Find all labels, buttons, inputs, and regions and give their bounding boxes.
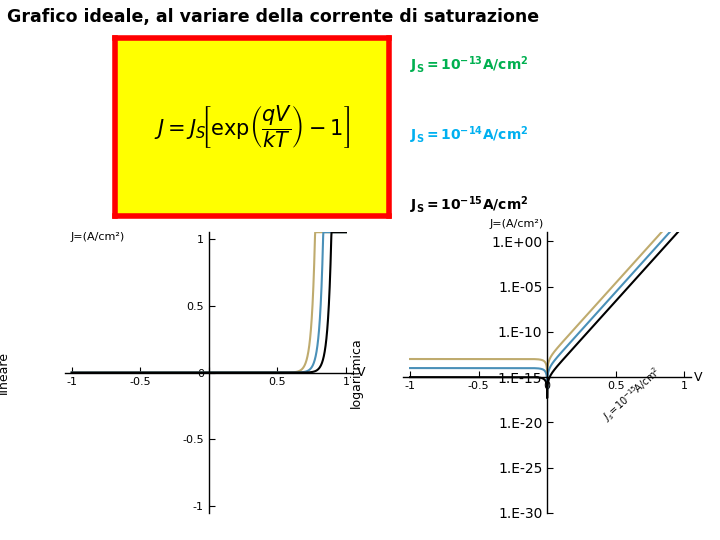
Text: $J = J_S\!\left[\exp\!\left(\dfrac{qV}{kT}\right)-1\right]$: $J = J_S\!\left[\exp\!\left(\dfrac{qV}{k… <box>154 103 350 151</box>
Text: Grafico ideale, al variare della corrente di saturazione: Grafico ideale, al variare della corrent… <box>7 8 539 26</box>
Text: $\mathbf{J_S=10^{-14}A/cm^2}$: $\mathbf{J_S=10^{-14}A/cm^2}$ <box>410 124 529 146</box>
Text: $\mathbf{J_S=10^{-13}A/cm^2}$: $\mathbf{J_S=10^{-13}A/cm^2}$ <box>410 54 529 76</box>
Text: V: V <box>694 370 703 383</box>
Text: lineare: lineare <box>0 351 10 394</box>
Text: logaritmica: logaritmica <box>350 337 363 408</box>
Text: J=(A/cm²): J=(A/cm²) <box>490 219 544 230</box>
Text: $J_s\!=\!10^{-15}\!$A/cm$^2$: $J_s\!=\!10^{-15}\!$A/cm$^2$ <box>599 364 664 426</box>
Text: $\mathbf{J_S=10^{-15}A/cm^2}$: $\mathbf{J_S=10^{-15}A/cm^2}$ <box>410 194 529 216</box>
Text: J=(A/cm²): J=(A/cm²) <box>71 232 125 242</box>
Text: V: V <box>357 366 366 379</box>
